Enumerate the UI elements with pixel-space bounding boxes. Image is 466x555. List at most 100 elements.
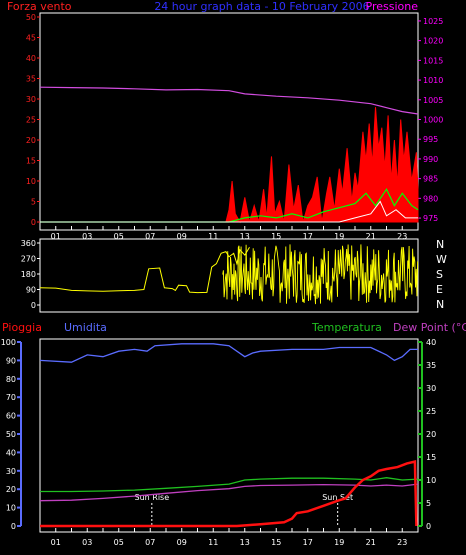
hour-tick-label: 15 (271, 538, 281, 547)
wind-tick-label: 0 (31, 218, 36, 227)
pressure-tick-label: 1010 (423, 76, 443, 85)
hour-tick-label: 09 (177, 232, 187, 241)
wind-tick-label: 30 (26, 95, 36, 104)
temperature-tick-label: 30 (426, 384, 436, 393)
wind-tick-label: 10 (26, 177, 36, 186)
humidity-tick-label: 40 (6, 448, 16, 457)
temperature-tick-label: 15 (426, 453, 436, 462)
humidity-tick-label: 90 (6, 356, 16, 365)
wind-tick-label: 5 (31, 198, 36, 207)
pressure-tick-label: 1015 (423, 56, 443, 65)
wind-minimum-line (40, 200, 418, 223)
pressure-tick-label: 1000 (423, 116, 443, 125)
hour-tick-label: 05 (114, 538, 124, 547)
pressure-line (39, 86, 419, 115)
wind-direction-line (39, 247, 250, 294)
wind-tick-label: 45 (26, 34, 36, 43)
wind-gust-area (40, 107, 419, 224)
pressure-tick-label: 995 (423, 135, 438, 144)
pressure-axis-title: Pressione (366, 0, 419, 13)
hour-tick-label: 07 (145, 538, 155, 547)
hour-tick-label: 19 (334, 232, 344, 241)
temperature-line (40, 477, 419, 493)
hour-tick-label: 03 (82, 232, 92, 241)
rain-humidity-frame (39, 338, 419, 533)
pressure-tick-label: 990 (423, 155, 438, 164)
wind-tick-label: 40 (26, 54, 36, 63)
direction-tick-label: 360 (21, 239, 36, 248)
direction-tick-label: 0 (31, 301, 36, 310)
humidity-tick-label: 30 (6, 467, 16, 476)
wind-tick-label: 50 (26, 13, 36, 22)
sunrise-label: Sun Rise (135, 493, 170, 502)
pressure-tick-label: 1025 (423, 17, 443, 26)
temperature-legend: Temperatura (311, 321, 382, 334)
hour-tick-label: 01 (51, 232, 61, 241)
humidity-tick-label: 20 (6, 485, 16, 494)
rain-legend: Pioggia (2, 321, 42, 334)
rain-line (40, 460, 418, 528)
temperature-tick-label: 10 (426, 476, 436, 485)
humidity-tick-label: 0 (11, 522, 16, 531)
hour-tick-label: 21 (366, 538, 376, 547)
temperature-tick-label: 40 (426, 338, 436, 347)
compass-label: W (436, 253, 447, 266)
temperature-tick-label: 20 (426, 430, 436, 439)
wind-tick-label: 20 (26, 136, 36, 145)
hour-tick-label: 01 (51, 538, 61, 547)
pressure-tick-label: 980 (423, 194, 438, 203)
direction-tick-label: 90 (26, 286, 36, 295)
compass-label: S (436, 268, 443, 281)
humidity-tick-label: 50 (6, 430, 16, 439)
hour-tick-label: 09 (177, 538, 187, 547)
temperature-tick-label: 35 (426, 361, 436, 370)
wind-direction-frame (39, 238, 419, 313)
humidity-legend: Umidita (64, 321, 107, 334)
hour-tick-label: 11 (208, 538, 218, 547)
hour-tick-label: 13 (240, 538, 250, 547)
wind-tick-label: 25 (26, 116, 36, 125)
wind-average-line (40, 187, 419, 223)
hour-tick-label: 15 (271, 232, 281, 241)
pressure-tick-label: 1020 (423, 37, 443, 46)
hour-tick-label: 17 (303, 232, 313, 241)
temperature-tick-label: 0 (426, 522, 431, 531)
chart-title: 24 hour graph data - 10 February 2006 (154, 0, 369, 13)
humidity-tick-label: 100 (1, 338, 16, 347)
compass-label: N (436, 238, 444, 251)
humidity-tick-label: 80 (6, 375, 16, 384)
humidity-tick-label: 60 (6, 412, 16, 421)
dewpoint-legend: Dew Point (°C) (393, 321, 466, 334)
dewpoint-line (39, 483, 419, 502)
direction-tick-label: 180 (21, 270, 36, 279)
hour-tick-label: 23 (397, 538, 407, 547)
wind-tick-label: 15 (26, 157, 36, 166)
hour-tick-label: 19 (334, 538, 344, 547)
pressure-tick-label: 975 (423, 214, 438, 223)
wind-tick-label: 35 (26, 75, 36, 84)
direction-tick-label: 270 (21, 255, 36, 264)
hour-tick-label: 05 (114, 232, 124, 241)
hour-tick-label: 17 (303, 538, 313, 547)
humidity-line (39, 343, 418, 363)
hour-tick-label: 11 (208, 232, 218, 241)
wind-axis-title: Forza vento (7, 0, 72, 13)
compass-label: E (436, 283, 443, 296)
humidity-tick-label: 70 (6, 393, 16, 402)
hour-tick-label: 07 (145, 232, 155, 241)
sunset-label: Sun Set (322, 493, 353, 502)
pressure-tick-label: 1005 (423, 96, 443, 105)
temperature-tick-label: 5 (426, 499, 431, 508)
wind-direction-oscillation (222, 244, 419, 305)
temperature-tick-label: 25 (426, 407, 436, 416)
hour-tick-label: 03 (82, 538, 92, 547)
compass-label: N (436, 298, 444, 311)
hour-tick-label: 23 (397, 232, 407, 241)
pressure-tick-label: 985 (423, 175, 438, 184)
humidity-tick-label: 10 (6, 504, 16, 513)
hour-tick-label: 21 (366, 232, 376, 241)
